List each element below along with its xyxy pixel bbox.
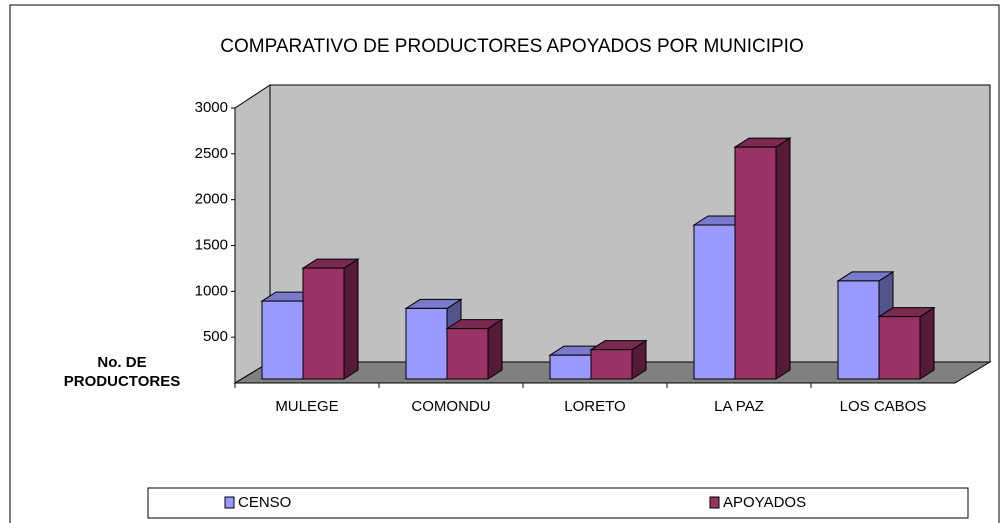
legend-swatch [224, 496, 235, 509]
bar [733, 137, 792, 380]
bar-front [446, 328, 489, 380]
bar-front [590, 349, 633, 380]
bar [301, 258, 360, 380]
bar-side [775, 137, 791, 380]
bar [445, 318, 504, 380]
chart-title: COMPARATIVO DE PRODUCTORES APOYADOS POR … [220, 36, 803, 57]
bar-side [487, 318, 503, 380]
bar-side [919, 306, 935, 380]
bar [589, 339, 648, 380]
bar [877, 306, 936, 380]
y-tick-label: 1000 [195, 282, 228, 299]
x-tick-label: COMONDU [411, 398, 490, 415]
x-tick-label: LOS CABOS [840, 398, 927, 415]
x-tick-label: LORETO [564, 398, 625, 415]
legend-label: CENSO [238, 494, 291, 511]
bar-front [405, 307, 448, 380]
y-axis-label: No. DE PRODUCTORES [63, 354, 181, 390]
y-tick-label: 1500 [195, 236, 228, 253]
bar-front [734, 146, 777, 380]
y-tick-label: 500 [203, 328, 228, 345]
x-tick-label: LA PAZ [714, 398, 764, 415]
bar-side [343, 258, 359, 380]
bar-front [878, 316, 921, 380]
legend [147, 487, 969, 519]
bar-front [302, 267, 345, 380]
legend-swatch [709, 496, 720, 509]
y-tick-label: 2500 [195, 145, 228, 162]
bar-front [837, 280, 880, 380]
x-tick-label: MULEGE [275, 398, 338, 415]
bar-front [549, 354, 592, 380]
y-tick-label: 3000 [195, 99, 228, 116]
bar-front [693, 224, 736, 380]
legend-label: APOYADOS [723, 494, 806, 511]
y-tick-label: 2000 [195, 191, 228, 208]
bar-front [261, 300, 304, 380]
